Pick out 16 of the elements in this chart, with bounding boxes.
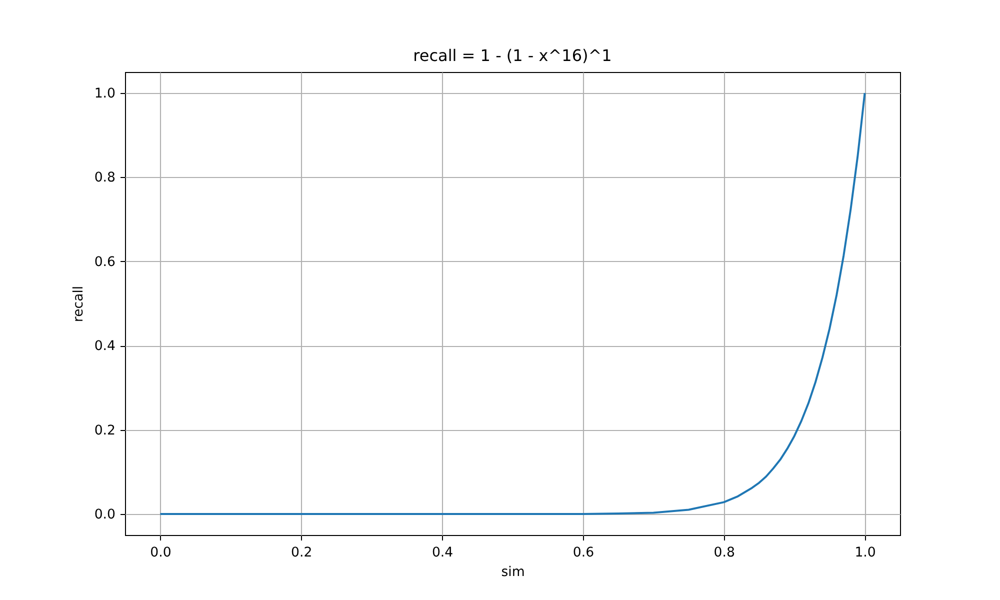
x-tick-label: 1.0 [854,546,876,560]
y-tick-label: 0.2 [94,423,116,438]
line-series [159,92,866,515]
chart-title: recall = 1 - (1 - x^16)^1 [413,46,612,65]
x-axis-title: sim [501,564,525,580]
y-tick-label: 1.0 [94,86,116,102]
x-tick-label: 0.6 [572,546,594,560]
y-tick-label: 0.8 [94,170,116,186]
y-tick-label: 0.6 [94,254,116,270]
x-tick-label: 0.4 [432,546,454,560]
y-axis-title: recall [71,286,86,322]
x-tick-label: 0.2 [291,546,312,560]
y-tick-label: 0.0 [94,507,116,522]
x-tick-label: 0.0 [150,546,172,560]
y-tick-label: 0.4 [94,339,116,354]
x-tick-label: 0.8 [714,546,735,560]
